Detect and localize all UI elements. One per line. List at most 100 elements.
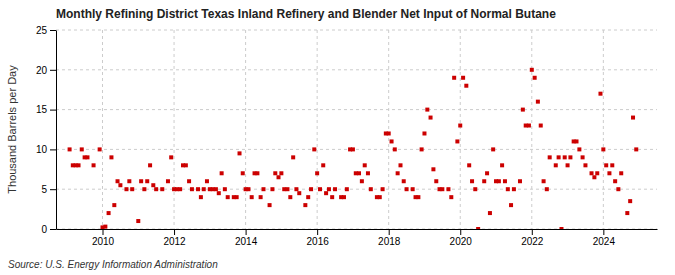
- x-tick: 2016: [307, 229, 330, 247]
- grid-line-x: [531, 30, 532, 229]
- x-tick-label: 2012: [163, 236, 186, 247]
- point: [554, 163, 558, 167]
- point: [80, 147, 84, 151]
- x-tick-label: 2024: [593, 236, 616, 247]
- point: [315, 171, 319, 175]
- point: [595, 171, 599, 175]
- point: [306, 195, 310, 199]
- point: [124, 187, 128, 191]
- point: [476, 227, 480, 229]
- point: [285, 187, 289, 191]
- point: [473, 187, 477, 191]
- x-tick-mark: [603, 229, 604, 235]
- point: [575, 139, 579, 143]
- point: [303, 203, 307, 207]
- point: [255, 171, 259, 175]
- point: [563, 155, 567, 159]
- x-tick-mark: [317, 229, 318, 235]
- y-tick-label: 5: [41, 184, 47, 195]
- x-tick-label: 2016: [307, 236, 330, 247]
- point: [107, 211, 111, 215]
- point: [184, 163, 188, 167]
- point: [548, 155, 552, 159]
- point: [613, 179, 617, 183]
- point: [145, 179, 149, 183]
- point: [420, 147, 424, 151]
- point: [77, 163, 81, 167]
- point: [488, 211, 492, 215]
- point: [238, 151, 242, 155]
- y-tick-mark: [50, 70, 56, 71]
- point: [568, 155, 572, 159]
- point: [518, 179, 522, 183]
- point: [429, 116, 433, 120]
- point: [399, 163, 403, 167]
- grid-line-y: [56, 109, 657, 110]
- y-tick: 20: [36, 65, 56, 76]
- point: [279, 171, 283, 175]
- grid-line-y: [56, 30, 657, 31]
- grid-line-x: [245, 30, 246, 229]
- point: [533, 76, 537, 80]
- point: [485, 171, 489, 175]
- point: [458, 124, 462, 128]
- point: [250, 195, 254, 199]
- point: [112, 203, 116, 207]
- point: [396, 171, 400, 175]
- point: [109, 155, 113, 159]
- chart-title: Monthly Refining District Texas Inland R…: [56, 7, 556, 21]
- point: [610, 163, 614, 167]
- y-axis-title: Thousand Barrels per Day: [6, 65, 18, 194]
- x-tick-mark: [389, 229, 390, 235]
- point: [220, 171, 224, 175]
- point: [634, 147, 638, 151]
- point: [312, 147, 316, 151]
- grid-line-x: [603, 30, 604, 229]
- point: [217, 191, 221, 195]
- point: [440, 187, 444, 191]
- point: [333, 187, 337, 191]
- point: [136, 219, 140, 223]
- point: [205, 179, 209, 183]
- point: [545, 187, 549, 191]
- y-tick-label: 15: [36, 104, 48, 115]
- grid: [56, 30, 657, 229]
- point: [318, 187, 322, 191]
- point: [160, 187, 164, 191]
- point: [619, 171, 623, 175]
- point: [628, 199, 632, 203]
- point: [363, 163, 367, 167]
- y-tick: 10: [36, 144, 56, 155]
- point: [566, 163, 570, 167]
- point: [291, 155, 295, 159]
- grid-line-x: [460, 30, 461, 229]
- y-tick-mark: [50, 189, 56, 190]
- point: [559, 227, 563, 229]
- point: [503, 179, 507, 183]
- point: [461, 76, 465, 80]
- point: [154, 187, 158, 191]
- point: [467, 163, 471, 167]
- point: [327, 187, 331, 191]
- point: [416, 195, 420, 199]
- point: [557, 155, 561, 159]
- x-tick: 2010: [92, 229, 115, 247]
- point: [607, 171, 611, 175]
- x-tick-label: 2014: [235, 236, 258, 247]
- y-tick-label: 10: [36, 144, 48, 155]
- point: [196, 187, 200, 191]
- point: [151, 183, 155, 187]
- point: [273, 171, 277, 175]
- grid-line-x: [388, 30, 389, 229]
- point: [506, 187, 510, 191]
- point: [187, 179, 191, 183]
- y-tick-label: 20: [36, 65, 48, 76]
- point: [118, 183, 122, 187]
- point: [581, 155, 585, 159]
- point: [330, 195, 334, 199]
- point: [345, 187, 349, 191]
- point: [378, 195, 382, 199]
- point: [521, 108, 525, 112]
- point: [583, 163, 587, 167]
- chart-svg: 2010201220142016201820202022202405101520…: [0, 0, 675, 275]
